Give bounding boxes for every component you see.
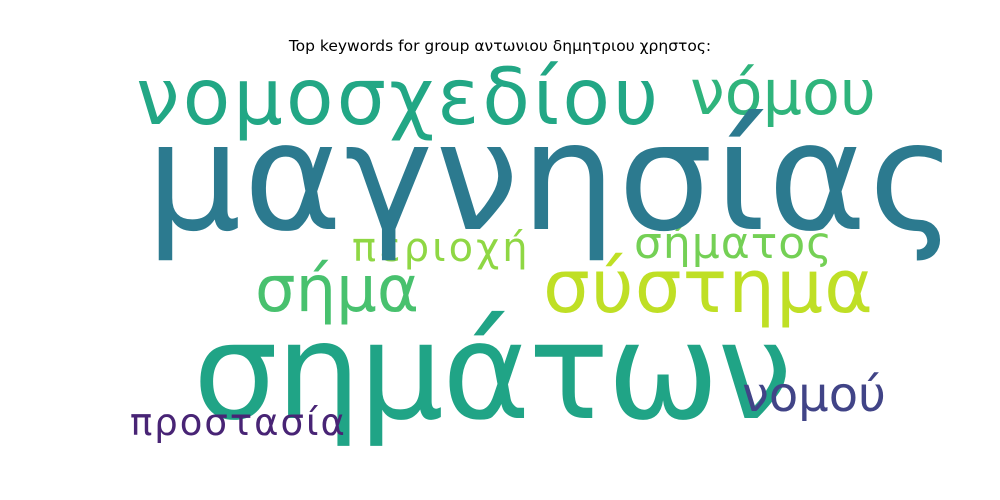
word-sima: σήμα [255,253,420,327]
word-systima: σύστημα [543,244,874,330]
word-nomou-accented: νομού [742,367,886,423]
word-nomou: νόμου [690,56,876,129]
word-perioxi: περιοχή [352,225,531,271]
chart-title: Top keywords for group αντωνιου δημητριο… [288,37,712,55]
word-prostasia: προστασία [130,401,347,444]
word-simaton: σημάτων [193,294,792,450]
word-simatos: σήματος [634,218,834,269]
word-nomoschediou: νομοσχεδίου [136,53,662,143]
word-magnisias: μαγνησίας [146,91,959,265]
